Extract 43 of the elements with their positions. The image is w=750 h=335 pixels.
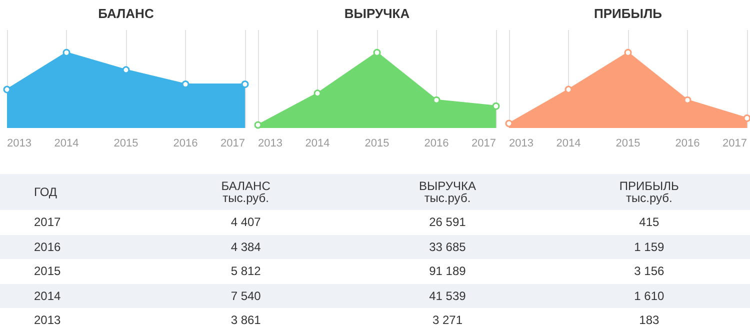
data-label: 1 610 [548, 284, 750, 308]
data-label: 91 189 [428, 263, 467, 280]
data-label: 33 685 [346, 234, 548, 259]
data-label: 1 159 [548, 234, 750, 259]
point [3, 86, 11, 94]
data-label: 26 591 [428, 214, 467, 232]
x-tick-label: 2016 [675, 138, 700, 150]
data-label: 5 812 [230, 263, 262, 280]
data-label: 4 407 [230, 214, 262, 232]
x-tick-label: 2016 [173, 138, 198, 150]
point [505, 120, 513, 128]
data-label: 7 540 [145, 284, 347, 308]
x-tick-label: ВЫРУЧКА тыс.руб. [418, 179, 477, 205]
chart-title: ПРИБЫЛЬ [594, 6, 662, 21]
x-tick-label: 2013 [258, 138, 282, 150]
chart-title: ВЫРУЧКА [344, 6, 410, 21]
y-tick-label: 2017 [33, 214, 62, 232]
y-tick-label: 2013 [33, 312, 62, 330]
x-tick-label: 2015 [616, 138, 640, 150]
point [492, 102, 500, 110]
x-tick-label: 2016 [424, 138, 449, 150]
point [743, 114, 750, 122]
x-tick-label: 2017 [220, 138, 245, 150]
point [241, 80, 249, 88]
y-axis-title: ГОД [0, 174, 145, 210]
data-label: 3 861 [230, 312, 262, 330]
data-label: 41 539 [346, 284, 548, 308]
x-tick-label: ПРИБЫЛЬ тыс.руб. [618, 179, 680, 205]
x-tick-label: 2013 [509, 138, 534, 150]
data-label: 183 [638, 312, 660, 330]
chart-title: БАЛАНС [98, 6, 154, 21]
x-tick-label: 2017 [472, 138, 496, 150]
x-tick-label: 2014 [305, 138, 330, 150]
point [254, 121, 262, 129]
x-tick-label: 2017 [722, 138, 747, 150]
x-tick-label: 2015 [364, 138, 390, 150]
data-label: 3 271 [431, 312, 464, 330]
data-label: 4 384 [145, 234, 347, 259]
data-label: 415 [638, 214, 660, 232]
data-label: 3 156 [633, 263, 666, 280]
x-tick-label: 2014 [556, 138, 581, 150]
y-tick-label: 2015 [33, 263, 62, 280]
x-tick-label: БАЛАНС тыс.руб. [220, 179, 272, 205]
